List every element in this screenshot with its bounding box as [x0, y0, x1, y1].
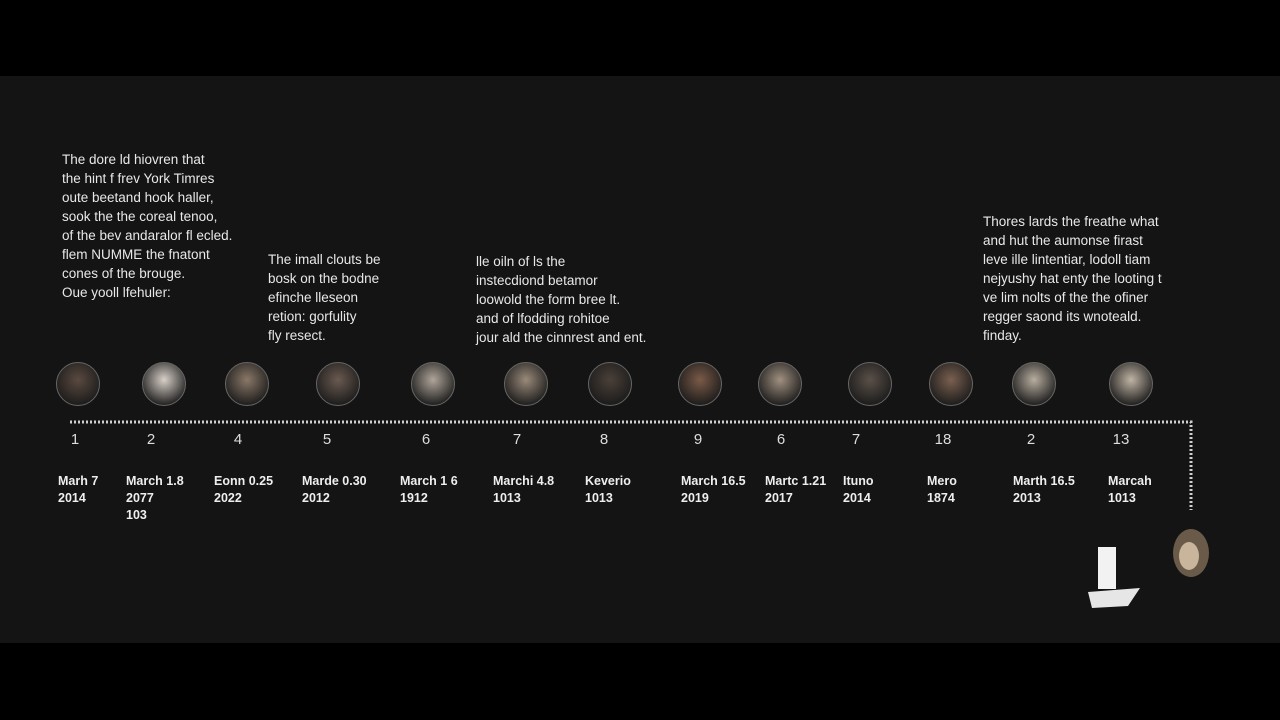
event-number: 1 [70, 431, 80, 448]
event-date: 1912 [400, 491, 428, 505]
text-line: nejyushy hat enty the looting t [983, 271, 1162, 286]
text-line: oute beetand hook haller, [62, 190, 214, 205]
text-line: Thores lards the freathe what [983, 214, 1159, 229]
portrait [848, 362, 892, 406]
text-line: sook the the coreal tenoo, [62, 209, 218, 224]
event-date: Eonn 0.25 [214, 474, 274, 488]
event-date: 103 [126, 508, 147, 522]
event-date: Ituno [843, 474, 874, 488]
text-line: The dore ld hiovren that [62, 152, 205, 167]
portrait [1109, 362, 1153, 406]
portrait [588, 362, 632, 406]
event-number: 8 [599, 431, 609, 448]
event-date: 2022 [214, 491, 242, 505]
text-line: finday. [983, 328, 1022, 343]
event-date: March 1.8 [126, 474, 184, 488]
event-date: 1013 [1108, 491, 1136, 505]
portrait [142, 362, 186, 406]
text-line: fly resect. [268, 328, 326, 343]
text-line: cones of the brouge. [62, 266, 186, 281]
text-line: efinche lleseon [268, 290, 359, 305]
text-line: the hint f frev York Timres [62, 171, 215, 186]
event-number: 9 [693, 431, 703, 448]
text-line: retion: gorfulity [268, 309, 357, 324]
event-date: 1874 [927, 491, 955, 505]
portrait [678, 362, 722, 406]
event-date: Marchi 4.8 [493, 474, 555, 488]
event-date: Martc 1.21 [765, 474, 827, 488]
event-number: 2 [146, 431, 156, 448]
event-number: 4 [233, 431, 243, 448]
event-date: 2014 [843, 491, 871, 505]
figure-right [1173, 529, 1209, 577]
text-line: ve lim nolts of the the ofiner [983, 290, 1149, 305]
figure-left [1088, 547, 1140, 608]
event-date: 1013 [493, 491, 521, 505]
event-number: 18 [934, 431, 952, 448]
event-number: 7 [851, 431, 861, 448]
event-number: 2 [1026, 431, 1036, 448]
portrait [504, 362, 548, 406]
timeline-lines [70, 420, 1209, 608]
event-number: 7 [512, 431, 522, 448]
event-date: 2077 [126, 491, 154, 505]
event-date: 2017 [765, 491, 793, 505]
text-line: and hut the aumonse firast [983, 233, 1143, 248]
portrait [929, 362, 973, 406]
text-line: bosk on the bodne [268, 271, 380, 286]
portrait [56, 362, 100, 406]
timeline-axis [70, 420, 1193, 510]
event-number: 6 [421, 431, 431, 448]
event-date: 2014 [58, 491, 86, 505]
event-date: Marde 0.30 [302, 474, 367, 488]
event-date: Marth 16.5 [1013, 474, 1075, 488]
event-date: 2019 [681, 491, 709, 505]
event-date: Keverio [585, 474, 631, 488]
text-line: instecdiond betamor [476, 273, 598, 288]
event-number: 5 [322, 431, 332, 448]
event-date: 1013 [585, 491, 613, 505]
text-line: regger saond its wnoteald. [983, 309, 1142, 324]
text-line: and of lfodding rohitoe [476, 311, 610, 326]
event-date: March 16.5 [681, 474, 746, 488]
portrait [316, 362, 360, 406]
timeline-stage: The dore ld hiovren that the hint f frev … [0, 76, 1280, 643]
event-date: 2013 [1013, 491, 1041, 505]
text-line: loowold the form bree lt. [476, 292, 621, 307]
event-number: 6 [776, 431, 786, 448]
event-date: 2012 [302, 491, 330, 505]
text-line: lle oiln of ls the [476, 254, 566, 269]
event-date: March 1 6 [400, 474, 458, 488]
portrait [411, 362, 455, 406]
event-date: Marcah [1108, 474, 1152, 488]
text-line: leve ille lintentiar, lodoll tiam [983, 252, 1151, 267]
text-line: The imall clouts be [268, 252, 381, 267]
text-line: flem NUMME the fnatont [62, 247, 210, 262]
event-date: Mero [927, 474, 957, 488]
event-date: Marh 7 [58, 474, 99, 488]
event-number: 13 [1112, 431, 1130, 448]
text-line: Oue yooll lfehuler: [62, 285, 171, 300]
portrait [1012, 362, 1056, 406]
text-line: jour ald the cinnrest and ent. [476, 330, 647, 345]
text-line: of the bev andaralor fl ecled. [62, 228, 233, 243]
portrait [225, 362, 269, 406]
portrait [758, 362, 802, 406]
